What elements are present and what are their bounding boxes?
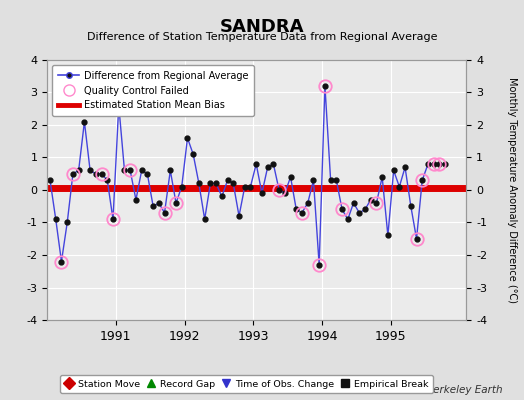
- Text: Berkeley Earth: Berkeley Earth: [427, 385, 503, 395]
- Y-axis label: Monthly Temperature Anomaly Difference (°C): Monthly Temperature Anomaly Difference (…: [507, 77, 517, 303]
- Text: Difference of Station Temperature Data from Regional Average: Difference of Station Temperature Data f…: [87, 32, 437, 42]
- Legend: Difference from Regional Average, Quality Control Failed, Estimated Station Mean: Difference from Regional Average, Qualit…: [52, 65, 255, 116]
- Legend: Station Move, Record Gap, Time of Obs. Change, Empirical Break: Station Move, Record Gap, Time of Obs. C…: [60, 375, 433, 393]
- Text: SANDRA: SANDRA: [220, 18, 304, 36]
